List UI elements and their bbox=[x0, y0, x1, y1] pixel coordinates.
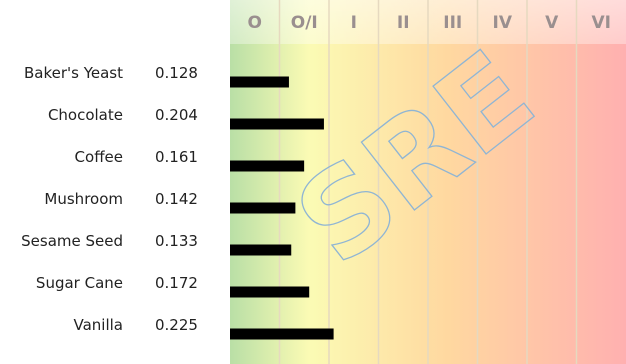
value-label: 0.225 bbox=[155, 316, 198, 334]
bar bbox=[230, 76, 289, 88]
zone-label-i: I bbox=[351, 13, 357, 33]
value-label: 0.204 bbox=[155, 106, 198, 124]
value-label: 0.128 bbox=[155, 64, 198, 82]
zone-label-o-i: O/I bbox=[291, 13, 318, 33]
zone-label-v: V bbox=[545, 13, 559, 33]
bar bbox=[230, 244, 292, 256]
zone-label-iii: III bbox=[443, 13, 462, 33]
category-label: Mushroom bbox=[44, 190, 123, 208]
bar-rows: Baker's Yeast 0.128 Chocolate 0.204 Coffee 0.… bbox=[21, 64, 334, 340]
bar bbox=[230, 286, 310, 298]
bar bbox=[230, 160, 305, 172]
value-label: 0.142 bbox=[155, 190, 198, 208]
bar-row: Coffee 0.161 bbox=[75, 148, 305, 172]
bar bbox=[230, 202, 296, 214]
zone-label-iv: IV bbox=[493, 13, 513, 33]
zone-label-ii: II bbox=[397, 13, 410, 33]
bar-row: Vanilla 0.225 bbox=[74, 316, 334, 340]
bar-row: Chocolate 0.204 bbox=[48, 106, 324, 130]
bar-row: Sesame Seed 0.133 bbox=[21, 232, 292, 256]
bar-row: Baker's Yeast 0.128 bbox=[24, 64, 289, 88]
bar bbox=[230, 118, 324, 130]
zone-labels: O O/I I II III IV V VI bbox=[248, 13, 611, 33]
value-label: 0.172 bbox=[155, 274, 198, 292]
bar bbox=[230, 328, 334, 340]
category-label: Baker's Yeast bbox=[24, 64, 123, 82]
zone-label-vi: VI bbox=[592, 13, 611, 33]
value-label: 0.133 bbox=[155, 232, 198, 250]
category-label: Sugar Cane bbox=[36, 274, 123, 292]
category-label: Vanilla bbox=[74, 316, 124, 334]
category-label: Chocolate bbox=[48, 106, 123, 124]
zone-dividers bbox=[278, 0, 578, 364]
category-label: Sesame Seed bbox=[21, 232, 123, 250]
zone-label-o: O bbox=[248, 13, 262, 33]
value-label: 0.161 bbox=[155, 148, 198, 166]
bar-row: Sugar Cane 0.172 bbox=[36, 274, 310, 298]
category-label: Coffee bbox=[75, 148, 123, 166]
bar-row: Mushroom 0.142 bbox=[44, 190, 296, 214]
